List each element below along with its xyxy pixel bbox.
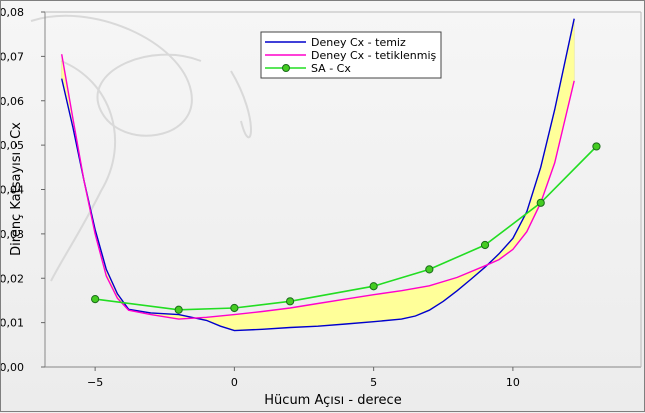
data-point xyxy=(369,282,378,291)
axes: 0,00 0,01 0,02 0,03 0,04 0,05 0,06 0,07 0,08 −5 0 5… xyxy=(1,6,642,389)
series-0 xyxy=(61,18,575,332)
data-point xyxy=(285,297,295,306)
x-tick-label: 0 xyxy=(231,376,238,389)
x-axis-title: Hücum Açısı - derece xyxy=(264,393,401,408)
y-tick-label: 0,02 xyxy=(1,272,24,285)
series-1 xyxy=(61,54,575,320)
y-tick-label: 0,03 xyxy=(1,228,24,241)
y-tick-label: 0,07 xyxy=(1,50,24,63)
legend-box xyxy=(260,31,442,79)
background-watermark xyxy=(30,14,252,282)
data-point xyxy=(592,142,601,151)
data-point xyxy=(425,265,434,274)
data-point xyxy=(174,305,183,314)
y-tick-label: 0,01 xyxy=(1,317,24,330)
series-2 xyxy=(91,142,601,314)
legend-label: SA - Cx xyxy=(311,62,351,75)
x-tick-label: 5 xyxy=(370,376,377,389)
data-point xyxy=(480,240,490,250)
y-axis-title: Direnç Katsayısı - Cx xyxy=(9,122,24,256)
data-point xyxy=(536,198,545,207)
legend-marker xyxy=(282,64,290,72)
y-tick-label: 0,05 xyxy=(1,139,24,152)
series-line xyxy=(61,18,575,332)
x-tick-label: −5 xyxy=(87,376,103,389)
x-tick-label: 10 xyxy=(506,376,520,389)
legend-label: Deney Cx - tetiklenmiş xyxy=(311,49,437,62)
series-layer xyxy=(61,18,601,332)
legend-label: Deney Cx - temiz xyxy=(311,36,406,49)
y-tick-label: 0,04 xyxy=(1,184,24,197)
data-point xyxy=(230,303,239,313)
data-point xyxy=(91,295,100,304)
y-tick-label: 0,08 xyxy=(1,6,24,19)
series-line xyxy=(61,54,575,320)
y-tick-label: 0,06 xyxy=(1,95,24,108)
y-tick-label: 0,00 xyxy=(1,361,24,374)
